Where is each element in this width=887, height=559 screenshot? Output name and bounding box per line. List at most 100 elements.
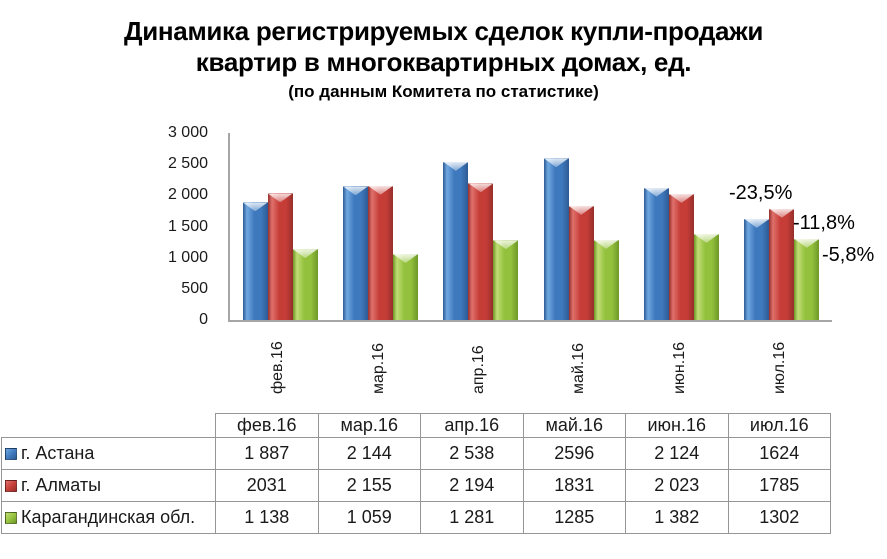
- y-tick-label-2 000: 2 000: [167, 186, 208, 204]
- table-cell-г. Алматы-июл.16: 1785: [727, 469, 831, 502]
- bar-Карагандинская обл.-май.16: [593, 239, 619, 320]
- table-cell-г. Алматы-май.16: 1831: [522, 469, 626, 502]
- table-row-г. Алматы: г. Алматы 2031 2 155 2 194 1831 2 023 1785: [1, 469, 831, 502]
- table-header-июн.16: июн.16: [625, 413, 729, 438]
- table-header-май.16: май.16: [522, 413, 626, 438]
- table-cell-Карагандинская обл.-апр.16: 1 281: [420, 501, 524, 534]
- legend-entry: г. Астана: [3, 443, 215, 464]
- bar-Карагандинская обл.-июн.16: [693, 233, 719, 320]
- x-tick-label-май.16: май.16: [570, 342, 588, 394]
- table-header-мар.16: мар.16: [317, 413, 421, 438]
- bar-top-highlight: [668, 193, 694, 203]
- bar-top-highlight: [367, 185, 393, 195]
- bar-top-highlight: [242, 202, 268, 212]
- plot-area: [228, 133, 832, 322]
- category-band-июл.16: [732, 133, 832, 320]
- category-band-май.16: [531, 133, 631, 320]
- y-tick-label-500: 500: [181, 279, 208, 297]
- bar-top-highlight: [593, 239, 619, 249]
- bar-г. Астана-июл.16: [744, 218, 770, 320]
- legend-label-cell: Карагандинская обл.: [1, 501, 216, 534]
- bar-г. Алматы-июн.16: [668, 193, 694, 320]
- x-tick-label-апр.16: апр.16: [469, 345, 487, 394]
- bar-Карагандинская обл.-фев.16: [292, 249, 318, 320]
- legend-series-name: Карагандинская обл.: [21, 507, 196, 527]
- table-cell-г. Астана-мар.16: 2 144: [317, 437, 421, 470]
- legend-label-cell: г. Алматы: [1, 469, 216, 502]
- table-cell-Карагандинская обл.-фев.16: 1 138: [215, 501, 319, 534]
- table-cell-г. Астана-май.16: 2596: [522, 437, 626, 470]
- bar-top-highlight: [292, 249, 318, 259]
- category-band-фев.16: [230, 133, 330, 320]
- annotation-astana-decline: -23,5%: [729, 182, 793, 204]
- legend-label-cell: г. Астана: [1, 437, 216, 470]
- table-cell-г. Алматы-июн.16: 2 023: [625, 469, 729, 502]
- chart-title-line-2: квартир в многоквартирных домах, ед.: [195, 47, 692, 77]
- table-cell-г. Астана-апр.16: 2 538: [420, 437, 524, 470]
- table-cell-г. Астана-фев.16: 1 887: [215, 437, 319, 470]
- x-tick-label-июл.16: июл.16: [770, 341, 788, 394]
- table-header-июл.16: июл.16: [727, 413, 831, 438]
- bar-Карагандинская обл.-июл.16: [794, 238, 820, 320]
- bar-top-highlight: [543, 158, 569, 168]
- bar-г. Алматы-фев.16: [267, 193, 293, 320]
- category-band-июн.16: [631, 133, 731, 320]
- table-row-Карагандинская обл.: Карагандинская обл. 1 138 1 059 1 281 1285 1 …: [1, 501, 831, 534]
- bar-top-highlight: [643, 187, 669, 197]
- y-tick-label-0: 0: [199, 311, 208, 328]
- category-band-мар.16: [330, 133, 430, 320]
- legend-marker-Карагандинская обл.: [5, 511, 17, 524]
- bar-г. Алматы-апр.16: [468, 183, 494, 320]
- table-cell-Карагандинская обл.-мар.16: 1 059: [317, 501, 421, 534]
- bar-г. Астана-фев.16: [242, 202, 268, 320]
- bar-top-highlight: [794, 238, 820, 248]
- table-corner-cell: [2, 414, 216, 438]
- legend-series-name: г. Алматы: [21, 475, 102, 495]
- x-tick-label-фев.16: фев.16: [269, 341, 287, 394]
- bar-top-highlight: [568, 205, 594, 215]
- bar-top-highlight: [443, 161, 469, 171]
- table-cell-Карагандинская обл.-май.16: 1285: [522, 501, 626, 534]
- table-header-row: фев.16 мар.16 апр.16 май.16 июн.16 июл.16: [2, 413, 831, 438]
- table-cell-г. Алматы-мар.16: 2 155: [317, 469, 421, 502]
- bar-top-highlight: [392, 254, 418, 263]
- table-cell-г. Алматы-апр.16: 2 194: [420, 469, 524, 502]
- chart-subtitle: (по данным Комитета по статистике): [288, 82, 599, 101]
- legend-marker-г. Астана: [5, 447, 17, 460]
- y-tick-label-1 000: 1 000: [167, 248, 208, 266]
- table-header-апр.16: апр.16: [420, 413, 524, 438]
- bar-top-highlight: [693, 233, 719, 243]
- title-block: Динамика регистрируемых сделок купли-про…: [0, 16, 887, 102]
- bar-top-highlight: [769, 208, 795, 218]
- bar-top-highlight: [744, 218, 770, 228]
- bar-г. Астана-май.16: [543, 158, 569, 320]
- x-tick-label-июн.16: июн.16: [670, 341, 688, 394]
- bar-Карагандинская обл.-мар.16: [392, 254, 418, 320]
- legend-entry: Карагандинская обл.: [3, 507, 215, 528]
- legend-entry: г. Алматы: [3, 475, 215, 496]
- bar-top-highlight: [493, 240, 519, 250]
- legend-series-name: г. Астана: [21, 443, 95, 463]
- table-cell-г. Астана-июл.16: 1624: [727, 437, 831, 470]
- table-row-г. Астана: г. Астана 1 887 2 144 2 538 2596 2 124 1624: [1, 437, 831, 470]
- annotation-karaganda-decline: -5,8%: [822, 244, 875, 266]
- legend-marker-г. Алматы: [5, 479, 17, 492]
- y-tick-label-1 500: 1 500: [167, 217, 208, 235]
- category-band-апр.16: [431, 133, 531, 320]
- table-cell-Карагандинская обл.-июл.16: 1302: [727, 501, 831, 534]
- annotation-almaty-decline: -11,8%: [793, 212, 855, 234]
- y-tick-label-2 500: 2 500: [167, 155, 208, 173]
- table-header-фев.16: фев.16: [215, 413, 319, 438]
- bar-Карагандинская обл.-апр.16: [493, 240, 519, 320]
- table-cell-Карагандинская обл.-июн.16: 1 382: [625, 501, 729, 534]
- bar-top-highlight: [267, 193, 293, 203]
- bar-top-highlight: [468, 183, 494, 193]
- bar-г. Алматы-май.16: [568, 205, 594, 320]
- bar-top-highlight: [342, 186, 368, 196]
- data-table: фев.16 мар.16 апр.16 май.16 июн.16 июл.16 г. А…: [1, 413, 831, 534]
- bar-г. Алматы-июл.16: [769, 208, 795, 320]
- table-cell-г. Астана-июн.16: 2 124: [625, 437, 729, 470]
- y-tick-label-3 000: 3 000: [167, 124, 208, 141]
